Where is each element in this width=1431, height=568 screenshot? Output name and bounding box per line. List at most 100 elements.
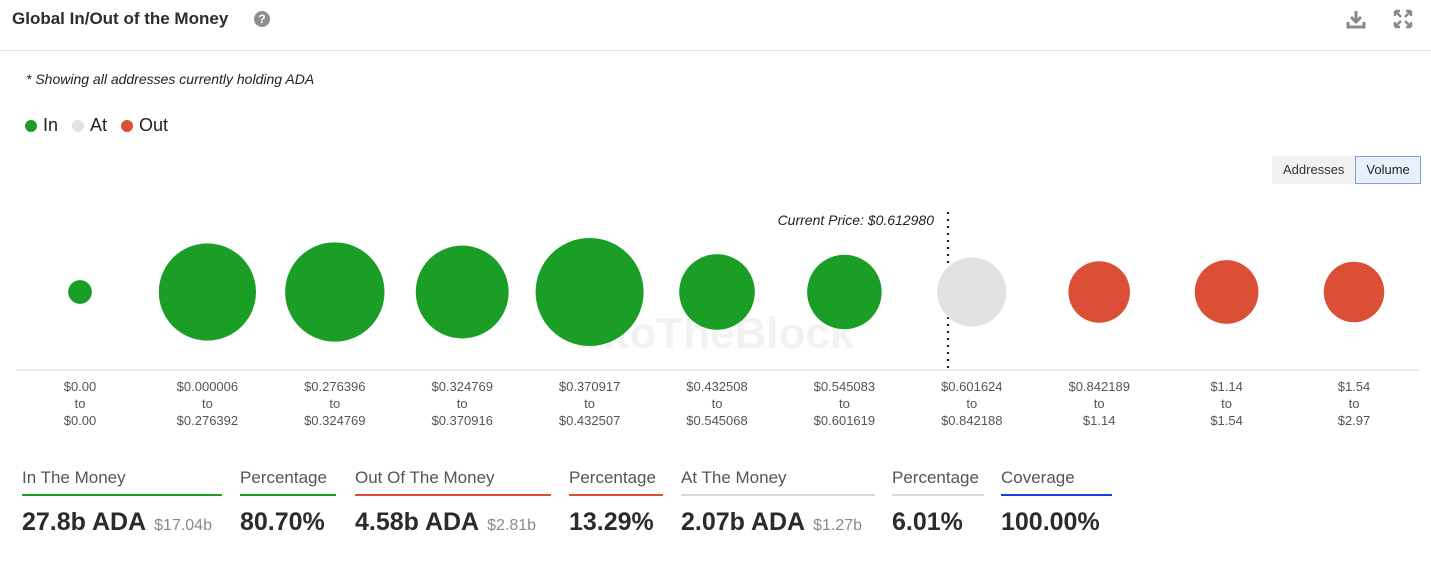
range-label-from-0: $0.00 <box>64 379 97 394</box>
legend-label-at: At <box>90 115 108 135</box>
legend-dot-in <box>25 119 37 132</box>
bubble-out-8[interactable] <box>1068 261 1130 323</box>
in-usd: $17.04b <box>154 517 212 534</box>
help-icon[interactable]: ? <box>254 11 270 27</box>
out-of-the-money-bar <box>355 494 551 496</box>
range-label-to-4: $0.432507 <box>559 413 620 428</box>
range-label-to-word-9: to <box>1221 396 1232 411</box>
at-the-money-value: 2.07b ADA $1.27b <box>681 508 875 537</box>
range-label-to-1: $0.276392 <box>177 413 238 428</box>
in-percentage-label: Percentage <box>240 468 327 487</box>
in-value: 27.8b ADA <box>22 508 146 536</box>
in-percentage-bar <box>240 494 336 496</box>
stat-in-the-money: In The Money 27.8b ADA $17.04b <box>22 468 222 537</box>
at-usd: $1.27b <box>813 517 863 534</box>
volume-button[interactable]: Volume <box>1355 156 1421 184</box>
bubble-in-4[interactable] <box>535 238 644 346</box>
stat-at-percentage: Percentage 6.01% <box>892 468 984 537</box>
legend-label-out: Out <box>139 115 169 135</box>
bubble-in-2[interactable] <box>285 242 385 342</box>
bubble-chart: IntoTheBlock Current Price: $0.612980 $0… <box>16 212 1419 428</box>
stat-out-of-the-money: Out Of The Money 4.58b ADA $2.81b <box>355 468 551 537</box>
range-label-to-word-1: to <box>202 396 213 411</box>
in-percentage-value: 80.70% <box>240 508 325 536</box>
in-the-money-bar <box>22 494 222 496</box>
legend-dot-at <box>72 119 85 132</box>
range-label-to-8: $1.14 <box>1083 413 1116 428</box>
legend-item-in[interactable]: In <box>25 115 58 136</box>
at-the-money-label: At The Money <box>681 468 787 487</box>
bubble-in-6[interactable] <box>807 254 882 330</box>
range-label-to-3: $0.370916 <box>431 413 492 428</box>
download-icon[interactable] <box>1345 8 1367 30</box>
in-the-money-label: In The Money <box>22 468 126 487</box>
range-label-to-word-0: to <box>75 396 86 411</box>
bubble-in-3[interactable] <box>415 245 509 339</box>
range-label-to-word-10: to <box>1349 396 1360 411</box>
range-label-from-2: $0.276396 <box>304 379 365 394</box>
out-percentage-label: Percentage <box>569 468 656 487</box>
range-label-from-7: $0.601624 <box>941 379 1002 394</box>
addresses-button[interactable]: Addresses <box>1272 156 1356 184</box>
range-label-to-0: $0.00 <box>64 413 97 428</box>
range-label-to-9: $1.54 <box>1210 413 1243 428</box>
stat-in-percentage: Percentage 80.70% <box>240 468 336 537</box>
range-label-from-4: $0.370917 <box>559 379 620 394</box>
range-label-from-9: $1.14 <box>1210 379 1243 394</box>
widget-title: Global In/Out of the Money <box>12 9 229 28</box>
bubble-in-1[interactable] <box>158 243 256 341</box>
bubble-out-9[interactable] <box>1194 260 1259 324</box>
out-usd: $2.81b <box>487 517 537 534</box>
bubble-in-5[interactable] <box>679 254 755 330</box>
out-percentage-value: 13.29% <box>569 508 654 536</box>
range-label-to-word-2: to <box>329 396 340 411</box>
metric-toggle: Addresses Volume <box>1272 156 1421 184</box>
out-percentage-bar <box>569 494 663 496</box>
stat-at-the-money: At The Money 2.07b ADA $1.27b <box>681 468 875 537</box>
out-of-the-money-label: Out Of The Money <box>355 468 495 487</box>
legend-label-in: In <box>43 115 59 135</box>
range-label-to-word-4: to <box>584 396 595 411</box>
legend: In At Out <box>25 115 168 136</box>
range-label-from-8: $0.842189 <box>1068 379 1129 394</box>
at-percentage-value: 6.01% <box>892 508 963 536</box>
range-label-to-10: $2.97 <box>1338 413 1371 428</box>
bubble-in-0[interactable] <box>68 280 92 304</box>
at-percentage-bar <box>892 494 984 496</box>
at-the-money-bar <box>681 494 875 496</box>
current-price-label: Current Price: $0.612980 <box>778 212 935 228</box>
stat-coverage: Coverage 100.00% <box>1001 468 1112 537</box>
bubble-out-10[interactable] <box>1323 261 1385 323</box>
range-label-to-word-6: to <box>839 396 850 411</box>
range-label-to-6: $0.601619 <box>814 413 875 428</box>
widget-header: Global In/Out of the Money ? <box>0 0 1431 51</box>
range-label-from-6: $0.545083 <box>814 379 875 394</box>
bubble-at-7[interactable] <box>937 257 1007 327</box>
coverage-bar <box>1001 494 1112 496</box>
stats-row: In The Money 27.8b ADA $17.04b Percentag… <box>0 468 1431 558</box>
coverage-value: 100.00% <box>1001 508 1100 536</box>
range-label-to-word-8: to <box>1094 396 1105 411</box>
out-of-the-money-value: 4.58b ADA $2.81b <box>355 508 551 537</box>
at-value: 2.07b ADA <box>681 508 805 536</box>
range-label-to-word-3: to <box>457 396 468 411</box>
range-label-from-1: $0.000006 <box>177 379 238 394</box>
range-label-to-word-5: to <box>712 396 723 411</box>
coverage-label: Coverage <box>1001 468 1075 487</box>
legend-item-out[interactable]: Out <box>121 115 168 136</box>
stat-out-percentage: Percentage 13.29% <box>569 468 663 537</box>
range-label-from-3: $0.324769 <box>431 379 492 394</box>
range-label-from-10: $1.54 <box>1338 379 1371 394</box>
legend-dot-out <box>121 119 134 132</box>
expand-icon[interactable] <box>1392 8 1414 30</box>
holding-note: * Showing all addresses currently holdin… <box>26 71 315 87</box>
range-label-to-5: $0.545068 <box>686 413 747 428</box>
range-label-to-2: $0.324769 <box>304 413 365 428</box>
range-label-to-word-7: to <box>966 396 977 411</box>
range-label-from-5: $0.432508 <box>686 379 747 394</box>
legend-item-at[interactable]: At <box>72 115 107 136</box>
at-percentage-label: Percentage <box>892 468 979 487</box>
out-value: 4.58b ADA <box>355 508 479 536</box>
in-the-money-value: 27.8b ADA $17.04b <box>22 508 222 537</box>
range-label-to-7: $0.842188 <box>941 413 1002 428</box>
